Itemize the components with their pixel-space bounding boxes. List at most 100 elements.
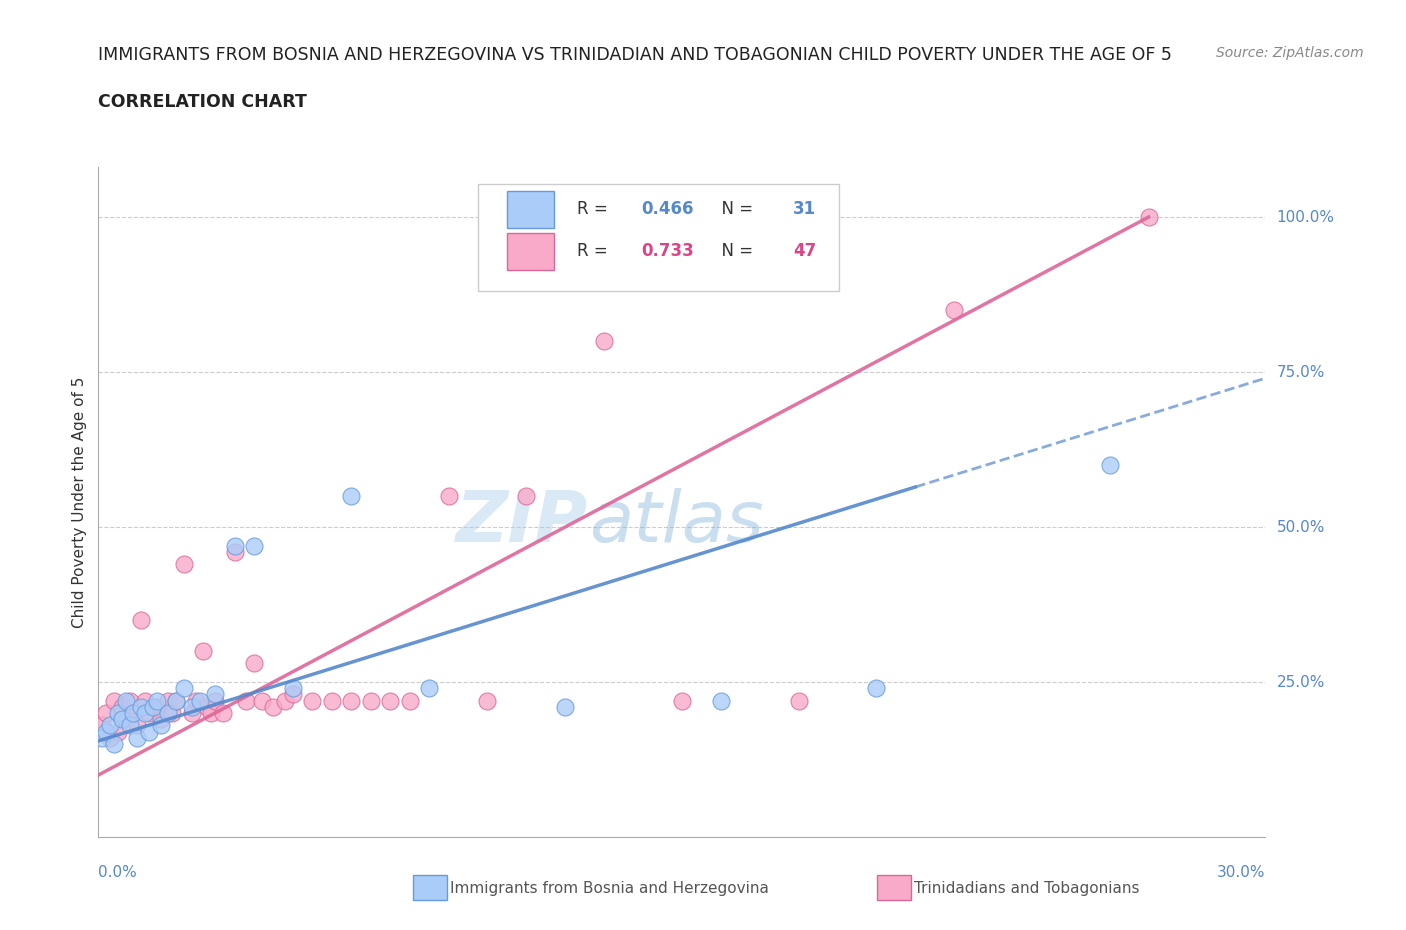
Point	[107, 724, 129, 739]
Point	[274, 693, 297, 708]
Text: atlas: atlas	[589, 488, 763, 557]
Point	[114, 711, 136, 726]
Text: 75.0%: 75.0%	[1277, 365, 1324, 379]
Text: R =: R =	[576, 200, 613, 219]
Point	[204, 687, 226, 702]
Point	[360, 693, 382, 708]
Point	[122, 706, 145, 721]
Point	[340, 693, 363, 708]
Point	[224, 544, 246, 559]
Point	[91, 718, 114, 733]
Point	[200, 706, 222, 721]
Point	[301, 693, 323, 708]
Point	[262, 699, 284, 714]
Point	[418, 681, 440, 696]
Point	[212, 706, 235, 721]
Point	[710, 693, 733, 708]
Point	[146, 699, 169, 714]
Text: Immigrants from Bosnia and Herzegovina: Immigrants from Bosnia and Herzegovina	[450, 881, 769, 896]
Point	[111, 711, 134, 726]
Text: Source: ZipAtlas.com: Source: ZipAtlas.com	[1216, 46, 1364, 60]
Text: 0.0%: 0.0%	[98, 865, 138, 880]
Point	[118, 693, 141, 708]
Text: 25.0%: 25.0%	[1277, 674, 1324, 689]
Text: 47: 47	[793, 243, 815, 260]
Point	[398, 693, 420, 708]
Point	[127, 718, 149, 733]
Text: IMMIGRANTS FROM BOSNIA AND HERZEGOVINA VS TRINIDADIAN AND TOBAGONIAN CHILD POVER: IMMIGRANTS FROM BOSNIA AND HERZEGOVINA V…	[98, 46, 1173, 64]
Bar	[508, 191, 554, 228]
Point	[165, 693, 187, 708]
Point	[114, 693, 136, 708]
Text: Trinidadians and Tobagonians: Trinidadians and Tobagonians	[914, 881, 1139, 896]
Point	[134, 693, 156, 708]
Point	[340, 488, 363, 503]
Point	[515, 488, 537, 503]
Point	[127, 730, 149, 745]
Text: 31: 31	[793, 200, 815, 219]
Text: R =: R =	[576, 243, 613, 260]
FancyBboxPatch shape	[478, 184, 839, 291]
Point	[96, 706, 118, 721]
Point	[165, 693, 187, 708]
Point	[943, 302, 966, 317]
Point	[281, 681, 304, 696]
Text: 0.733: 0.733	[641, 243, 693, 260]
Text: 50.0%: 50.0%	[1277, 520, 1324, 535]
Point	[671, 693, 693, 708]
Text: 100.0%: 100.0%	[1277, 209, 1334, 224]
Point	[250, 693, 273, 708]
Point	[96, 724, 118, 739]
Point	[122, 706, 145, 721]
Text: 30.0%: 30.0%	[1218, 865, 1265, 880]
Point	[157, 706, 180, 721]
Point	[224, 538, 246, 553]
Point	[193, 644, 215, 658]
Point	[162, 706, 184, 721]
Point	[1098, 458, 1121, 472]
Text: CORRELATION CHART: CORRELATION CHART	[98, 93, 308, 111]
Point	[111, 699, 134, 714]
Point	[787, 693, 810, 708]
Text: ZIP: ZIP	[457, 488, 589, 557]
Point	[98, 718, 121, 733]
Point	[1137, 209, 1160, 224]
Point	[107, 706, 129, 721]
Point	[118, 718, 141, 733]
Point	[103, 737, 125, 751]
Point	[129, 699, 152, 714]
Point	[98, 730, 121, 745]
Point	[149, 711, 172, 726]
Point	[477, 693, 499, 708]
Point	[138, 706, 160, 721]
Point	[180, 699, 202, 714]
Point	[103, 693, 125, 708]
Point	[146, 693, 169, 708]
Point	[173, 681, 195, 696]
Point	[129, 613, 152, 628]
Point	[195, 699, 218, 714]
Point	[865, 681, 887, 696]
Text: N =: N =	[711, 243, 758, 260]
Point	[593, 334, 616, 349]
Point	[554, 699, 576, 714]
Point	[180, 706, 202, 721]
Point	[243, 538, 266, 553]
Text: 0.466: 0.466	[641, 200, 693, 219]
Text: N =: N =	[711, 200, 758, 219]
Y-axis label: Child Poverty Under the Age of 5: Child Poverty Under the Age of 5	[72, 377, 87, 628]
Point	[281, 687, 304, 702]
Point	[173, 557, 195, 572]
Point	[235, 693, 257, 708]
Point	[134, 706, 156, 721]
Point	[188, 693, 211, 708]
Point	[184, 693, 207, 708]
Point	[142, 699, 165, 714]
Point	[321, 693, 343, 708]
Point	[243, 656, 266, 671]
Bar	[508, 233, 554, 270]
Point	[204, 693, 226, 708]
Point	[157, 693, 180, 708]
Point	[378, 693, 402, 708]
Point	[91, 730, 114, 745]
